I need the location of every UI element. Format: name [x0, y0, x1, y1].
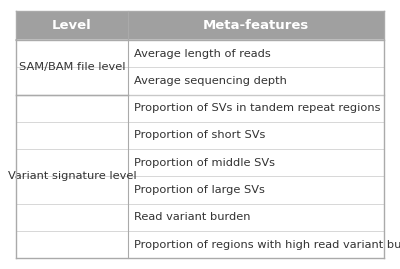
Text: Average length of reads: Average length of reads — [134, 49, 271, 59]
Text: Proportion of middle SVs: Proportion of middle SVs — [134, 158, 275, 168]
Text: Meta-features: Meta-features — [203, 19, 309, 32]
Bar — [16, 11, 384, 40]
Text: Proportion of regions with high read variant burden: Proportion of regions with high read var… — [134, 240, 400, 250]
Text: Proportion of large SVs: Proportion of large SVs — [134, 185, 265, 195]
Bar — [16, 122, 384, 149]
Text: Proportion of SVs in tandem repeat regions: Proportion of SVs in tandem repeat regio… — [134, 103, 381, 113]
Text: Read variant burden: Read variant burden — [134, 212, 251, 222]
Text: Average sequencing depth: Average sequencing depth — [134, 76, 287, 86]
Bar — [16, 149, 384, 176]
Bar — [16, 67, 384, 94]
Bar — [16, 204, 384, 231]
Text: Proportion of short SVs: Proportion of short SVs — [134, 130, 266, 140]
Text: Level: Level — [52, 19, 92, 32]
Text: SAM/BAM file level: SAM/BAM file level — [19, 62, 125, 72]
Bar — [16, 40, 384, 67]
Bar — [16, 231, 384, 258]
Bar — [16, 176, 384, 204]
Text: Variant signature level: Variant signature level — [8, 171, 136, 181]
Bar — [16, 94, 384, 122]
